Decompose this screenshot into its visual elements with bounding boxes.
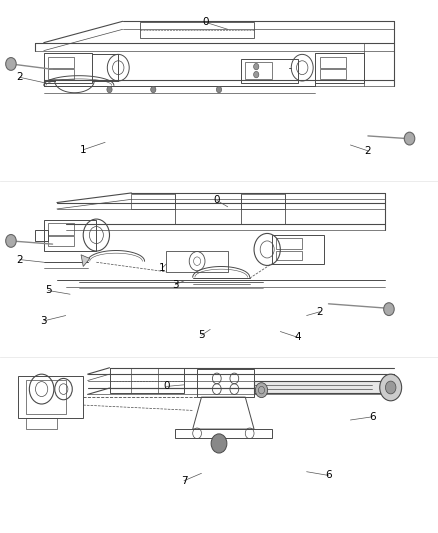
Text: 0: 0 [163, 382, 170, 391]
Polygon shape [254, 381, 385, 393]
Circle shape [254, 63, 259, 70]
Text: 0: 0 [214, 196, 220, 205]
Circle shape [380, 374, 402, 401]
Text: 5: 5 [198, 330, 205, 340]
Circle shape [107, 86, 112, 93]
Circle shape [404, 132, 415, 145]
Text: 2: 2 [364, 146, 371, 156]
Text: 2: 2 [16, 72, 23, 82]
Text: 1: 1 [159, 263, 166, 273]
Circle shape [255, 383, 268, 398]
Text: 7: 7 [180, 476, 187, 486]
Circle shape [6, 58, 16, 70]
Circle shape [254, 71, 259, 78]
Text: 5: 5 [45, 286, 52, 295]
Text: 6: 6 [369, 412, 376, 422]
Text: 6: 6 [325, 471, 332, 480]
Text: 4: 4 [294, 333, 301, 342]
Text: 2: 2 [316, 307, 323, 317]
Circle shape [385, 381, 396, 394]
Text: 1: 1 [80, 145, 87, 155]
Circle shape [216, 86, 222, 93]
Text: 0: 0 [203, 18, 209, 27]
Polygon shape [81, 255, 90, 266]
Text: 3: 3 [172, 280, 179, 289]
Circle shape [151, 86, 156, 93]
Circle shape [211, 434, 227, 453]
Circle shape [384, 303, 394, 316]
Circle shape [6, 235, 16, 247]
Text: 2: 2 [16, 255, 23, 264]
Text: 3: 3 [40, 316, 47, 326]
